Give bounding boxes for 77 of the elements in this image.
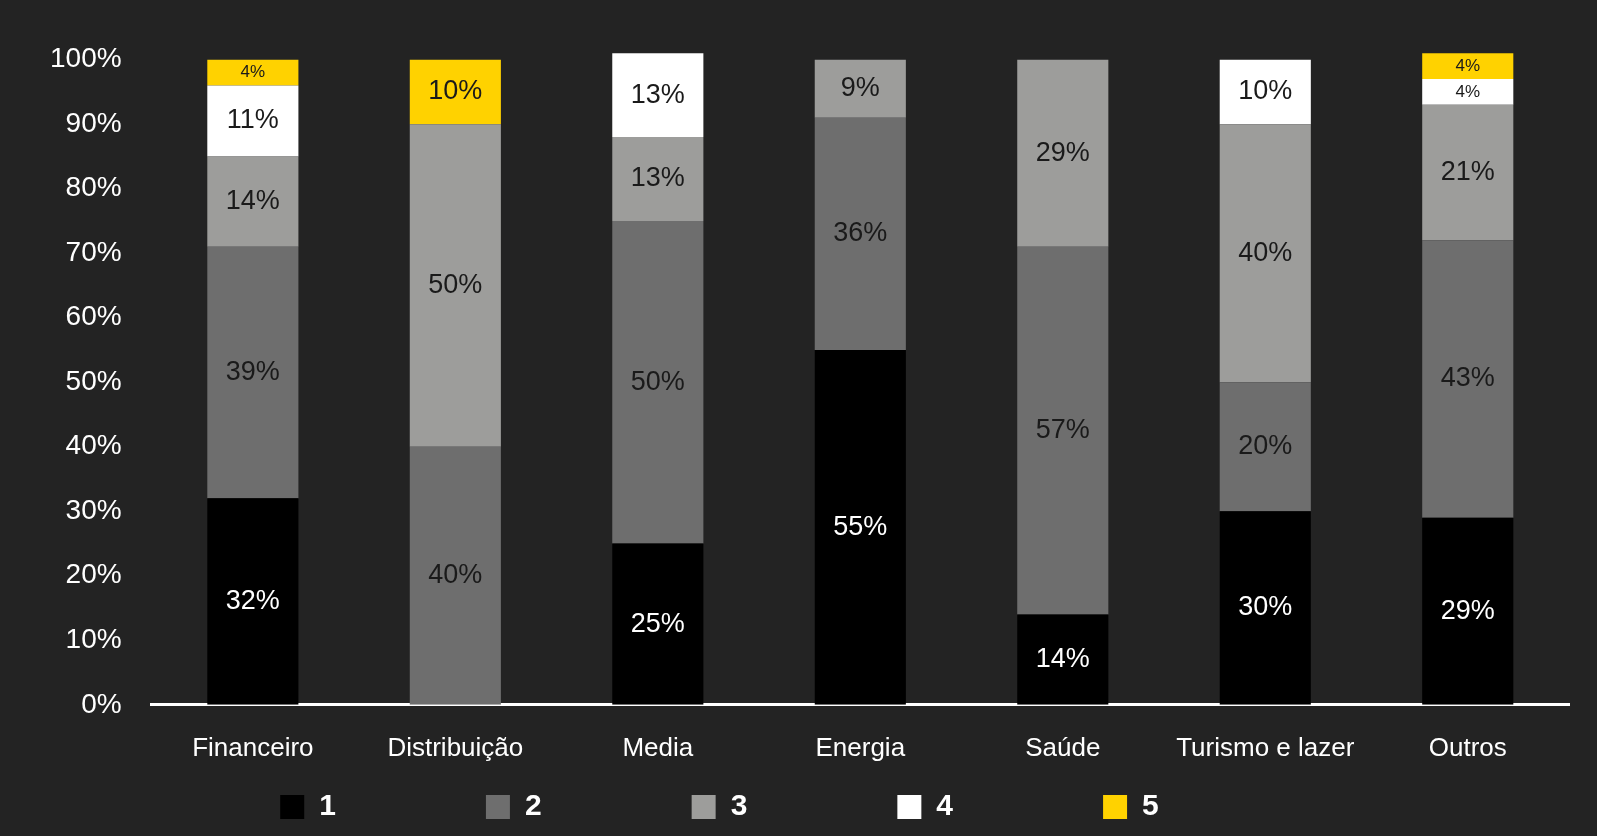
data-label: 21%	[1440, 156, 1495, 187]
x-tick-label: Energia	[815, 731, 906, 762]
bar	[1422, 79, 1514, 105]
bar	[612, 53, 704, 138]
legend-label: 1	[319, 788, 486, 822]
bar	[409, 446, 501, 705]
bar	[1219, 511, 1311, 705]
bar	[814, 59, 906, 118]
legend-label: 3	[730, 788, 898, 822]
data-label: 11%	[226, 104, 279, 135]
data-label: 9%	[840, 72, 880, 103]
y-tick-label: 10%	[65, 623, 122, 655]
bar	[1422, 517, 1514, 705]
data-label: 29%	[1035, 136, 1090, 167]
data-label: 50%	[630, 365, 685, 396]
data-label: 14%	[225, 185, 280, 216]
y-tick-label: 50%	[65, 364, 122, 396]
data-label: 25%	[630, 607, 685, 638]
data-label: 57%	[1035, 414, 1090, 445]
x-tick-label: Distribuição	[387, 731, 524, 762]
bar	[1219, 59, 1311, 125]
x-tick-label: Saúde	[1025, 731, 1101, 762]
data-label: 36%	[833, 217, 888, 248]
x-tick-label: Financeiro	[192, 731, 314, 762]
bar	[1017, 614, 1109, 705]
data-label: 40%	[428, 559, 483, 590]
bar	[1219, 382, 1311, 512]
bar	[1422, 104, 1514, 241]
bar	[207, 498, 299, 705]
bar	[814, 350, 906, 705]
y-tick-label: 30%	[65, 493, 122, 525]
data-label: 20%	[1238, 430, 1293, 461]
y-tick-label: 100%	[49, 42, 122, 74]
bar	[207, 156, 299, 247]
bar	[612, 543, 704, 705]
data-label: 50%	[428, 268, 483, 299]
bar	[814, 117, 906, 350]
data-label: 30%	[1238, 591, 1293, 622]
x-tick-label: Media	[622, 731, 694, 762]
legend-label: 4	[936, 788, 1104, 822]
data-label: 43%	[1440, 362, 1495, 393]
data-label: 13%	[630, 78, 685, 109]
y-tick-label: 90%	[65, 106, 122, 138]
data-label: 40%	[1238, 236, 1293, 267]
y-tick-label: 60%	[65, 300, 122, 332]
data-label: 29%	[1440, 594, 1495, 625]
legend-label: 5	[1142, 788, 1309, 822]
x-tick-label: Turismo e lazer	[1176, 731, 1355, 762]
y-tick-label: 40%	[65, 429, 122, 461]
data-label: 39%	[225, 356, 280, 387]
bar	[409, 124, 501, 447]
bar	[1219, 124, 1311, 383]
legend-label: 2	[524, 788, 692, 822]
bar	[207, 85, 299, 157]
x-tick-label: Outros	[1428, 731, 1507, 762]
data-label: 55%	[833, 510, 888, 541]
data-label: 4%	[1455, 55, 1481, 75]
y-tick-label: 0%	[81, 687, 122, 719]
bar	[1422, 53, 1514, 80]
bar	[1017, 59, 1109, 247]
bar	[207, 59, 299, 86]
bar	[1422, 240, 1514, 518]
bar	[612, 137, 704, 221]
bar	[612, 220, 704, 544]
y-tick-label: 20%	[65, 558, 122, 590]
data-label: 10%	[1238, 75, 1293, 106]
data-label: 13%	[630, 162, 685, 193]
bar	[207, 246, 299, 499]
bar	[1017, 246, 1109, 615]
data-label: 10%	[428, 75, 483, 106]
y-tick-label: 80%	[65, 171, 122, 203]
data-label: 32%	[225, 585, 280, 616]
bar	[409, 59, 501, 125]
data-label: 4%	[1455, 81, 1481, 101]
data-label: 4%	[240, 62, 266, 82]
data-label: 14%	[1035, 643, 1090, 674]
y-tick-label: 70%	[65, 235, 122, 267]
